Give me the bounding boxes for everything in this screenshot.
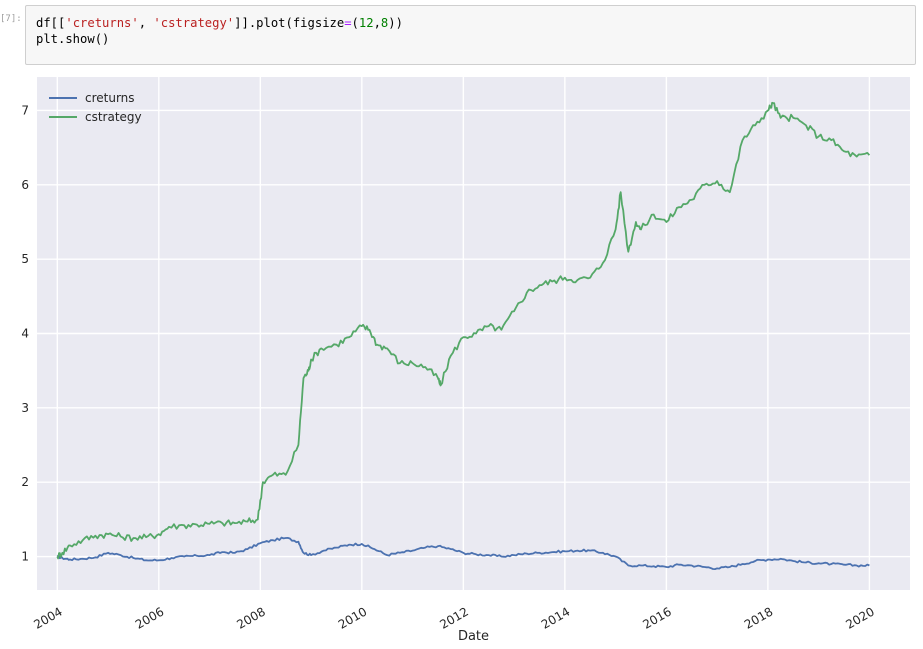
code-token: )) — [388, 16, 403, 30]
legend-label: creturns — [85, 91, 135, 105]
x-tick-label: 2008 — [234, 604, 267, 631]
x-tick-label: 2012 — [437, 604, 470, 631]
y-tick-label: 1 — [21, 550, 29, 564]
code-token: , — [373, 16, 381, 30]
y-tick-label: 4 — [21, 327, 29, 341]
cell-prompt: [7]: — [0, 14, 22, 24]
code-token: = — [344, 16, 352, 30]
y-tick-label: 2 — [21, 475, 29, 489]
code-token: df[[ — [36, 16, 66, 30]
code-token: plt.show() — [36, 32, 110, 46]
y-tick-label: 3 — [21, 401, 29, 415]
code-cell[interactable]: df[['creturns', 'cstrategy']].plot(figsi… — [25, 5, 916, 65]
code-token: ]].plot(figsize — [234, 16, 345, 30]
x-axis-label: Date — [458, 629, 489, 644]
y-tick-label: 7 — [21, 103, 29, 117]
code-token: , — [138, 16, 154, 30]
code-token: 12 — [358, 16, 374, 30]
y-tick-label: 5 — [21, 252, 29, 266]
x-tick-label: 2014 — [539, 604, 572, 631]
code-line[interactable]: plt.show() — [36, 31, 109, 47]
x-tick-label: 2006 — [133, 604, 166, 631]
x-tick-label: 2018 — [742, 604, 775, 631]
x-tick-label: 2004 — [31, 604, 64, 631]
code-token: ( — [351, 16, 359, 30]
legend-label: cstrategy — [85, 110, 142, 124]
output-line-chart: 1 2 3 4 5 6 7 2004 2006 2008 2010 2012 2014 2016 2018 2… — [21, 77, 910, 644]
x-tick-label: 2020 — [843, 604, 876, 631]
series-line-cstrategy — [56, 101, 871, 560]
x-tick-label: 2010 — [336, 604, 369, 631]
series-line-creturns — [56, 536, 870, 571]
code-token: 'creturns' — [65, 16, 139, 30]
code-token: 'cstrategy' — [153, 16, 235, 30]
y-tick-label: 6 — [21, 178, 29, 192]
code-line[interactable]: df[['creturns', 'cstrategy']].plot(figsi… — [36, 15, 403, 31]
x-tick-label: 2016 — [640, 604, 673, 631]
code-token: 8 — [380, 16, 389, 30]
